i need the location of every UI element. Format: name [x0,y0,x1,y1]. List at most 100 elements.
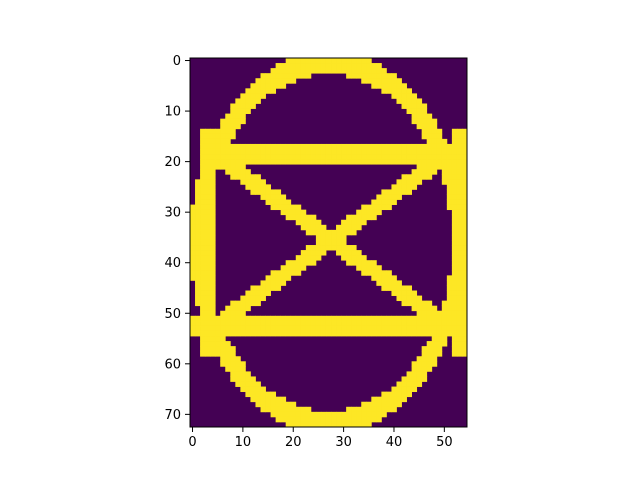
heatmap-cell [205,219,211,226]
heatmap-cell [396,159,402,165]
heatmap-cell [275,194,282,200]
heatmap-cell [366,320,372,327]
heatmap-cell [245,320,251,327]
heatmap-cell [401,376,407,382]
heatmap-cell [255,174,261,180]
heatmap-cell [295,73,302,79]
heatmap-cell [230,305,236,312]
heatmap-cell [461,164,468,170]
heatmap-cell [210,280,216,286]
heatmap-cell [396,194,402,200]
heatmap-cell [331,143,337,150]
heatmap-cell [456,209,463,216]
heatmap-cell [220,128,226,135]
heatmap-cell [190,250,196,256]
heatmap-cell [401,381,407,387]
heatmap-cell [416,108,423,114]
heatmap-cell [255,381,261,387]
heatmap-cell [195,194,201,200]
heatmap-cell [361,255,367,261]
heatmap-cell [396,154,402,160]
heatmap-cell [351,229,357,236]
heatmap-cell [356,320,362,327]
heatmap-cell [451,159,458,165]
heatmap-cell [255,401,261,408]
heatmap-cell [210,209,216,216]
heatmap-cell [421,351,428,357]
heatmap-cell [406,295,412,302]
heatmap-cell [411,295,418,302]
heatmap-cell [260,159,266,165]
heatmap-cell [220,138,226,145]
heatmap-cell [250,148,256,155]
heatmap-cell [461,346,468,352]
heatmap-cell [210,341,216,347]
heatmap-cell [310,68,317,74]
heatmap-cell [225,325,231,332]
heatmap-cell [401,290,407,296]
heatmap-cell [190,255,196,261]
heatmap-cell [451,133,458,140]
heatmap-cell [280,315,287,322]
heatmap-cell [451,164,458,170]
heatmap-cell [260,154,266,160]
heatmap-cell [200,219,206,226]
heatmap-cell [431,346,438,352]
heatmap-cell [396,396,402,403]
heatmap-cell [240,361,246,367]
heatmap-cell [411,320,418,327]
heatmap-cell [195,229,201,236]
heatmap-cell [220,159,226,165]
heatmap-cell [461,270,468,276]
heatmap-cell [300,148,307,155]
heatmap-cell [250,300,256,307]
heatmap-cell [411,371,418,377]
heatmap-cell [376,320,382,327]
heatmap-cell [421,305,428,312]
heatmap-cell [336,229,342,236]
heatmap-cell [230,310,236,317]
heatmap-cell [250,174,256,180]
heatmap-cell [275,189,282,195]
heatmap-cell [331,63,337,69]
heatmap-cell [285,330,292,337]
heatmap-cell [275,148,282,155]
heatmap-cell [275,401,282,408]
heatmap-cell [456,260,463,266]
heatmap-cell [406,143,412,150]
heatmap-cell [225,361,231,367]
heatmap-cell [411,376,418,382]
heatmap-cell [371,270,377,276]
heatmap-cell [356,411,362,418]
heatmap-cell [426,159,433,165]
heatmap-cell [396,179,402,185]
heatmap-cell [386,330,392,337]
heatmap-cell [260,406,266,413]
heatmap-cell [245,108,251,114]
heatmap-cell [280,411,287,418]
heatmap-cell [356,406,362,413]
heatmap-cell [411,148,418,155]
heatmap-cell [396,315,402,322]
heatmap-cell [210,295,216,302]
heatmap-cell [270,159,277,165]
heatmap-cell [451,346,458,352]
heatmap-cell [336,325,342,332]
heatmap-cell [361,214,367,221]
heatmap-cell [331,245,337,251]
heatmap-cell [205,239,211,246]
heatmap-cell [320,58,327,64]
heatmap-cell [250,315,256,322]
heatmap-cell [441,325,448,332]
heatmap-cell [381,204,387,211]
heatmap-cell [250,285,256,291]
heatmap-cell [376,148,382,155]
heatmap-cell [441,336,448,342]
heatmap-cell [406,88,412,94]
heatmap-cell [310,315,317,322]
heatmap-cell [351,148,357,155]
heatmap-cell [225,138,231,145]
heatmap-cell [225,366,231,372]
heatmap-cell [315,229,322,236]
heatmap-cell [356,214,362,221]
